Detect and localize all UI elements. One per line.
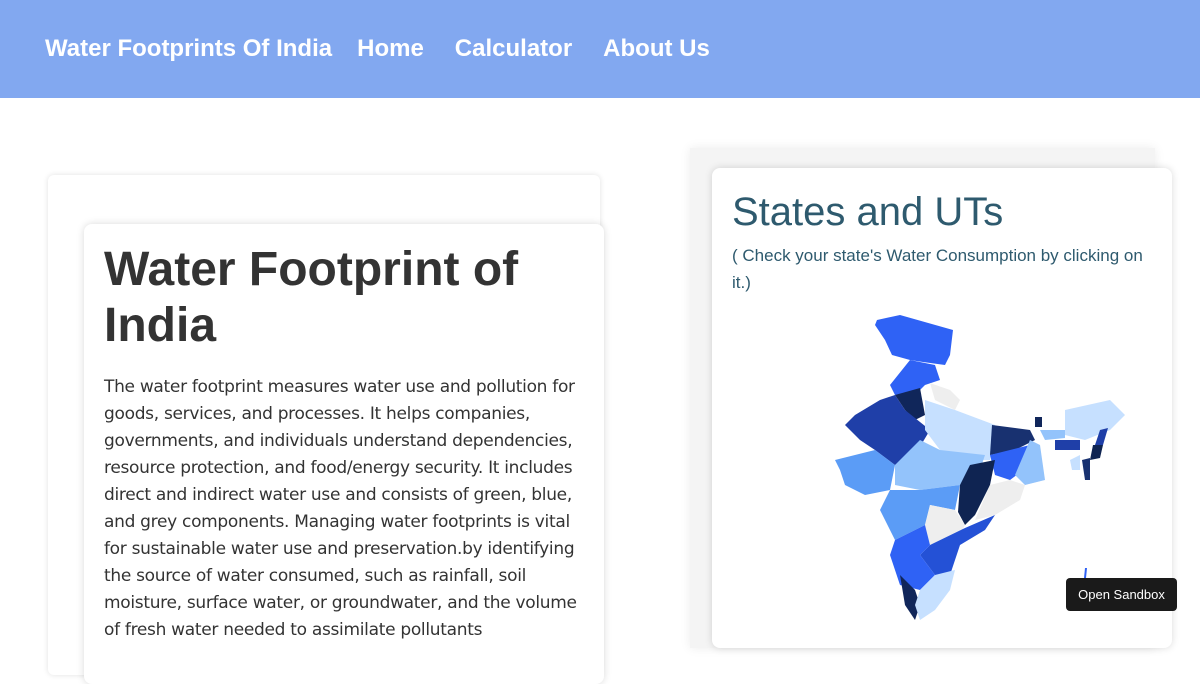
state-gujarat[interactable]	[835, 450, 895, 495]
navbar: Water Footprints Of India Home Calculato…	[0, 0, 1200, 98]
state-assam[interactable]	[1040, 430, 1065, 440]
nav-about-us[interactable]: About Us	[603, 35, 710, 62]
state-madhya-pradesh[interactable]	[895, 440, 985, 490]
india-map	[835, 315, 1125, 620]
state-west-bengal[interactable]	[1015, 440, 1045, 485]
brand-link[interactable]: Water Footprints Of India	[45, 35, 333, 62]
state-karnataka[interactable]	[890, 525, 935, 590]
open-sandbox-button[interactable]: Open Sandbox	[1066, 578, 1177, 611]
state-odisha[interactable]	[975, 480, 1025, 520]
state-chhattisgarh[interactable]	[958, 460, 995, 525]
nav-home[interactable]: Home	[357, 35, 424, 62]
state-mizoram[interactable]	[1082, 458, 1090, 480]
state-nagaland[interactable]	[1095, 428, 1108, 445]
state-manipur[interactable]	[1090, 445, 1103, 460]
map-subtitle: ( Check your state's Water Consumption b…	[732, 246, 1143, 292]
map-title: States and UTs	[732, 190, 1004, 234]
state-uttarakhand[interactable]	[930, 383, 960, 410]
state-rajasthan[interactable]	[845, 395, 930, 465]
state-arunachal[interactable]	[1065, 400, 1125, 440]
state-jammu-kashmir[interactable]	[875, 315, 953, 365]
nav-calculator[interactable]: Calculator	[454, 35, 573, 62]
state-tamil-nadu[interactable]	[915, 570, 955, 620]
intro-card: Water Footprint of India The water footp…	[84, 224, 604, 684]
state-andhra-pradesh[interactable]	[920, 515, 995, 575]
state-andaman-nicobar[interactable]	[1084, 568, 1087, 578]
intro-title: Water Footprint of India	[104, 243, 519, 352]
state-sikkim[interactable]	[1035, 417, 1042, 427]
state-bihar[interactable]	[990, 425, 1035, 455]
state-maharashtra[interactable]	[880, 485, 960, 540]
state-kerala[interactable]	[900, 575, 920, 620]
state-meghalaya[interactable]	[1055, 440, 1080, 450]
state-uttar-pradesh[interactable]	[925, 400, 995, 460]
intro-body: The water footprint measures water use a…	[104, 377, 577, 640]
state-punjab-haryana[interactable]	[895, 388, 925, 420]
state-tripura[interactable]	[1070, 455, 1080, 470]
state-himachal[interactable]	[890, 360, 940, 395]
